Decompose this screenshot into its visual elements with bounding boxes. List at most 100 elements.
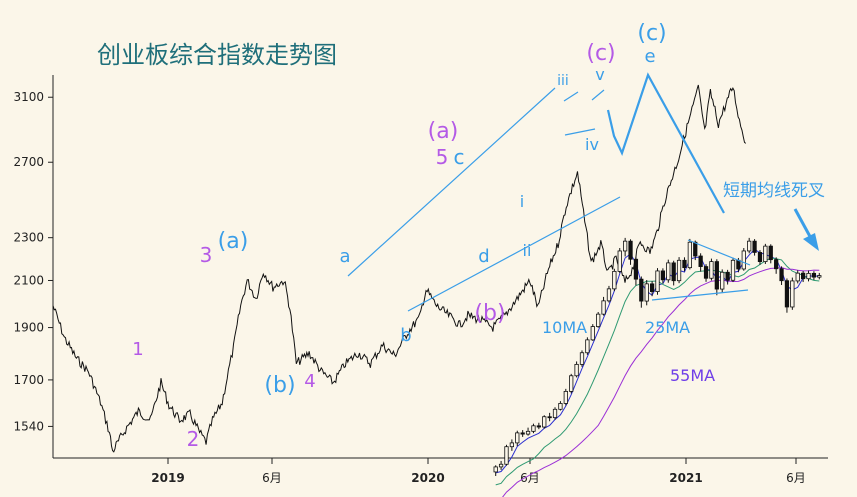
y-axis-ticks: 1540 1700 1900 2100 2300 2700 3100 bbox=[13, 90, 53, 433]
main-index-line bbox=[52, 84, 747, 453]
callout-label: 短期均线死叉 bbox=[723, 181, 825, 201]
candle-body bbox=[639, 278, 644, 302]
wave-label: 2 bbox=[187, 427, 200, 451]
candle-body bbox=[498, 463, 504, 468]
wave-label: ii bbox=[523, 241, 532, 260]
candle-body bbox=[725, 271, 730, 281]
candle-body bbox=[784, 280, 790, 308]
y-tick-label: 2300 bbox=[13, 231, 44, 245]
candle-body bbox=[763, 245, 768, 262]
x-tick-label: 2021 bbox=[669, 471, 702, 485]
candle-body bbox=[768, 245, 773, 261]
wave-label: (a) bbox=[218, 229, 249, 254]
candle-body bbox=[774, 259, 779, 270]
x-tick-label: 6月 bbox=[520, 471, 540, 485]
candle-body bbox=[612, 270, 617, 290]
wave-label: i bbox=[520, 192, 524, 211]
candle-body bbox=[585, 339, 590, 354]
inset-triangle-upper bbox=[687, 239, 751, 266]
candle-body bbox=[811, 272, 817, 278]
y-tick-label: 1700 bbox=[13, 373, 44, 387]
candle-body bbox=[596, 313, 601, 327]
ma-label: 55MA bbox=[670, 366, 715, 385]
y-tick-label: 1540 bbox=[13, 419, 44, 433]
wave-label: c bbox=[454, 145, 465, 169]
candle-body bbox=[590, 326, 595, 341]
candle-body bbox=[515, 432, 520, 444]
candle-body bbox=[542, 416, 547, 428]
candle-body bbox=[509, 442, 515, 448]
y-tick-label: 2700 bbox=[13, 155, 44, 169]
candle-body bbox=[633, 258, 639, 280]
candle-body bbox=[806, 272, 811, 280]
candle-body bbox=[536, 425, 541, 428]
candle-body bbox=[693, 241, 698, 257]
wave-label: e bbox=[644, 46, 655, 67]
candle-body bbox=[531, 425, 536, 432]
candle-body bbox=[747, 240, 752, 252]
candle-body bbox=[660, 270, 666, 281]
candle-body bbox=[655, 270, 660, 292]
wave-label: 5 bbox=[436, 145, 449, 169]
wave-label: (b) bbox=[474, 301, 505, 326]
wave-label: a bbox=[339, 246, 350, 267]
candle-body bbox=[752, 240, 757, 253]
candle-body bbox=[649, 283, 655, 292]
x-tick-label: 2020 bbox=[411, 471, 444, 485]
candle-body bbox=[520, 432, 525, 435]
candle-body bbox=[628, 240, 633, 260]
wave-label: d bbox=[478, 246, 489, 267]
wave-label: iii bbox=[557, 73, 569, 89]
trend-lines bbox=[347, 87, 751, 312]
candle-body bbox=[617, 250, 622, 272]
candle-body bbox=[574, 363, 579, 377]
annotation-labels: 123(a)(b) 4ab(a)5 cd(b)iiiiiiivv(c)(c)e10M… bbox=[132, 21, 825, 451]
inset-candlesticks bbox=[493, 237, 822, 476]
candle-body bbox=[790, 280, 795, 308]
candle-body bbox=[779, 268, 784, 282]
chart-title: 创业板综合指数走势图 bbox=[97, 41, 337, 69]
candle-body bbox=[720, 271, 725, 290]
candle-body bbox=[687, 241, 692, 269]
inset-triangle-lower bbox=[651, 289, 749, 301]
trend-channel-lower bbox=[407, 196, 621, 312]
candle-body bbox=[795, 272, 800, 282]
ma-label: 10MA bbox=[542, 318, 587, 337]
candle-body bbox=[493, 466, 498, 473]
x-tick-label: 6月 bbox=[262, 471, 282, 485]
candle-body bbox=[569, 375, 574, 392]
wave-label: (b) bbox=[264, 373, 295, 398]
candle-body bbox=[504, 446, 509, 465]
y-tick-label: 3100 bbox=[13, 90, 44, 104]
55ma-line bbox=[502, 266, 820, 497]
wave-label: iv bbox=[585, 135, 599, 154]
candle-body bbox=[709, 261, 714, 279]
wave-iv-line bbox=[564, 128, 596, 136]
wave-v-right-line bbox=[591, 89, 605, 101]
candle-body bbox=[623, 240, 628, 252]
candle-body bbox=[682, 259, 687, 269]
candle-body bbox=[606, 288, 612, 302]
trend-channel-upper bbox=[347, 87, 556, 277]
wave-label: (c) bbox=[586, 41, 615, 66]
candle-body bbox=[552, 408, 558, 419]
candle-body bbox=[558, 403, 563, 410]
wave-label: (c) bbox=[637, 21, 666, 46]
wave-v-left-line bbox=[563, 91, 579, 102]
candle-body bbox=[644, 283, 649, 302]
candle-body bbox=[671, 262, 676, 282]
callout-arrow-head bbox=[803, 233, 819, 251]
candle-body bbox=[579, 352, 585, 365]
x-tick-label: 6月 bbox=[786, 471, 806, 485]
y-tick-label: 2100 bbox=[13, 273, 44, 287]
candle-body bbox=[666, 262, 671, 281]
ma-label: 25MA bbox=[645, 318, 690, 337]
wave-label: (a) bbox=[428, 119, 459, 144]
candle-body bbox=[676, 259, 682, 282]
candle-body bbox=[601, 300, 606, 315]
x-axis-ticks: 2019 6月 2020 6月 2021 6月 bbox=[151, 458, 806, 485]
y-tick-label: 1900 bbox=[13, 321, 44, 335]
candle-body bbox=[817, 275, 822, 278]
candle-body bbox=[800, 272, 806, 280]
